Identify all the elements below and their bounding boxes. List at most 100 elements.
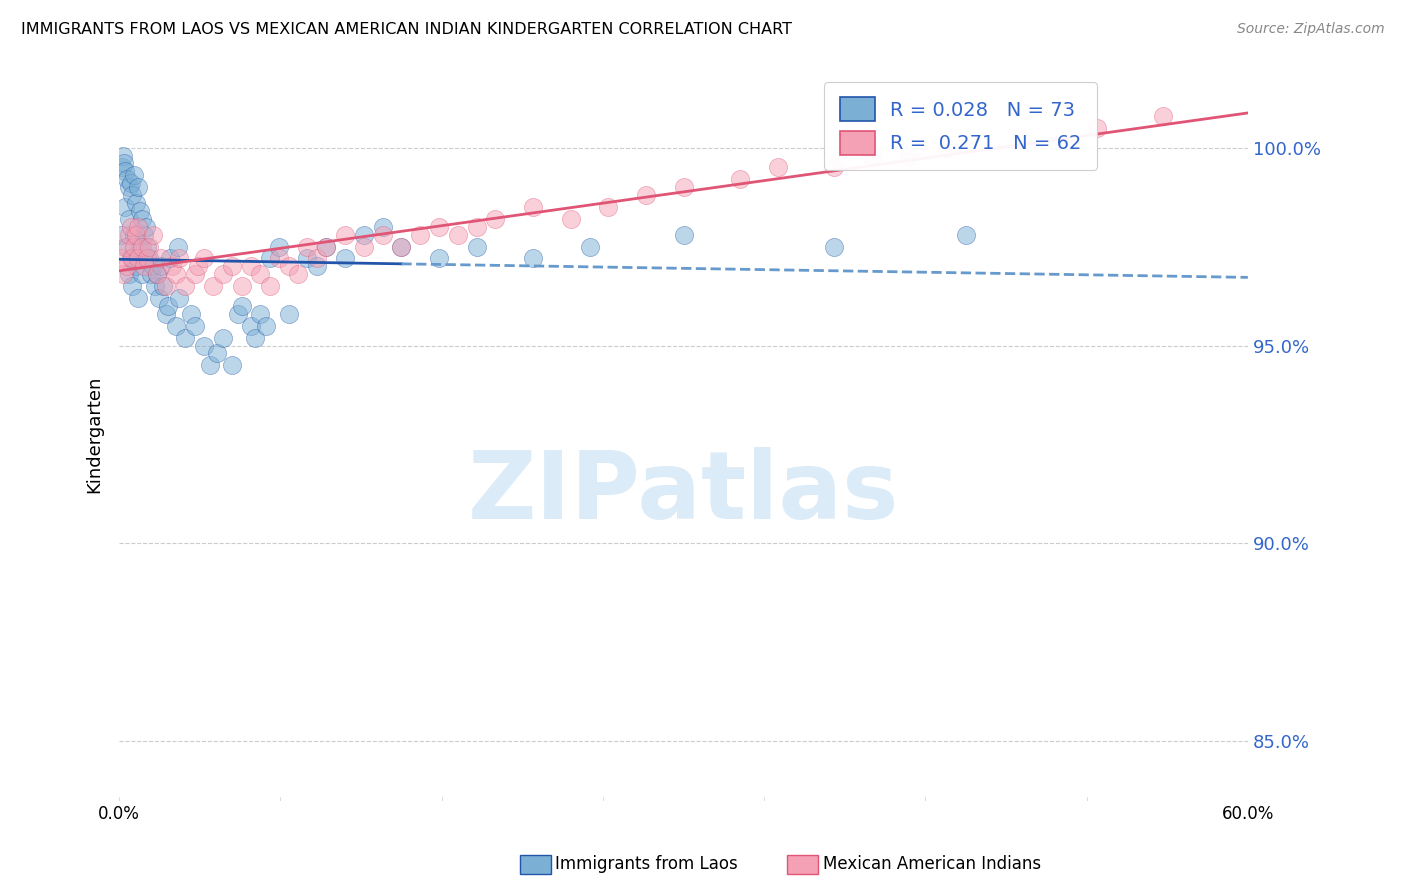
Point (110, 227, 132, 242)
Point (127, 180, 149, 194)
Point (353, 239, 375, 253)
Point (353, 227, 375, 242)
Point (202, 279, 225, 293)
Point (1085, 120, 1108, 135)
Point (174, 330, 197, 344)
Legend: R = 0.028   N = 73, R =  0.271   N = 62: R = 0.028 N = 73, R = 0.271 N = 62 (824, 82, 1097, 170)
Point (259, 279, 281, 293)
Point (131, 239, 153, 253)
Point (174, 279, 197, 293)
Point (169, 252, 191, 266)
Point (1011, 133, 1033, 147)
Point (146, 268, 169, 282)
Point (159, 252, 181, 266)
Point (141, 268, 163, 282)
Point (672, 227, 695, 242)
Point (315, 239, 337, 253)
Text: IMMIGRANTS FROM LAOS VS MEXICAN AMERICAN INDIAN KINDERGARTEN CORRELATION CHART: IMMIGRANTS FROM LAOS VS MEXICAN AMERICAN… (21, 22, 792, 37)
Point (142, 227, 165, 242)
Point (391, 239, 413, 253)
Point (110, 252, 132, 266)
Point (860, 148, 883, 162)
Point (333, 252, 356, 266)
Point (371, 227, 394, 242)
Point (165, 268, 187, 282)
Point (187, 260, 209, 274)
Point (149, 252, 172, 266)
Point (118, 227, 141, 242)
Point (146, 268, 169, 282)
Point (243, 330, 266, 344)
Text: Mexican American Indians: Mexican American Indians (823, 855, 1040, 873)
Point (955, 227, 977, 242)
Point (136, 239, 159, 253)
Point (560, 211, 582, 226)
Point (254, 318, 277, 333)
Point (138, 252, 160, 266)
Point (287, 268, 309, 282)
Point (205, 346, 228, 360)
Point (180, 307, 202, 321)
Point (118, 180, 141, 194)
Text: Immigrants from Laos: Immigrants from Laos (555, 855, 738, 873)
Point (427, 252, 450, 266)
Point (160, 260, 183, 274)
Point (409, 227, 432, 242)
Point (823, 239, 845, 253)
Point (183, 268, 205, 282)
Point (115, 260, 138, 274)
Point (484, 211, 506, 226)
Point (166, 239, 188, 253)
Point (114, 200, 136, 214)
Point (136, 252, 159, 266)
Point (115, 172, 138, 186)
Point (120, 219, 142, 234)
Point (305, 260, 328, 274)
Point (120, 252, 142, 266)
Point (124, 227, 146, 242)
Point (598, 200, 620, 214)
Point (578, 239, 600, 253)
Point (269, 239, 291, 253)
Point (823, 161, 845, 175)
Point (155, 279, 177, 293)
Point (132, 260, 155, 274)
Point (112, 268, 135, 282)
Point (935, 141, 957, 155)
Point (297, 239, 319, 253)
Point (249, 307, 271, 321)
Point (221, 260, 243, 274)
Point (120, 176, 142, 190)
Point (277, 260, 299, 274)
Point (143, 279, 166, 293)
Point (121, 252, 143, 266)
Point (221, 359, 243, 373)
Point (371, 219, 394, 234)
Text: Source: ZipAtlas.com: Source: ZipAtlas.com (1237, 22, 1385, 37)
Point (118, 211, 141, 226)
Point (766, 161, 789, 175)
Point (111, 161, 134, 175)
Point (231, 299, 253, 313)
Point (118, 268, 141, 282)
Point (148, 291, 170, 305)
Point (138, 239, 160, 253)
Point (121, 279, 143, 293)
Point (142, 260, 165, 274)
Point (131, 268, 153, 282)
Point (157, 299, 180, 313)
Point (129, 204, 152, 219)
Point (333, 227, 356, 242)
Point (522, 252, 544, 266)
Point (112, 148, 135, 162)
Point (391, 239, 413, 253)
Point (249, 268, 271, 282)
Point (297, 252, 319, 266)
Point (239, 260, 262, 274)
Point (115, 239, 138, 253)
Point (634, 188, 657, 202)
Point (112, 156, 135, 170)
Point (193, 338, 215, 352)
Y-axis label: Kindergarten: Kindergarten (86, 376, 103, 493)
Point (127, 219, 149, 234)
